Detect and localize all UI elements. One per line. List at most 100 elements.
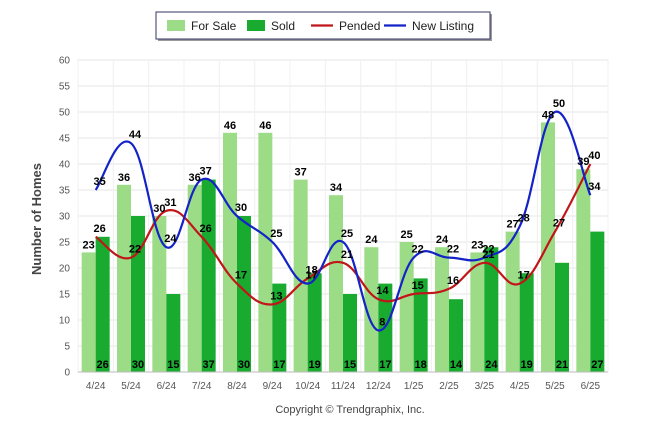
data-label-sold: 27 — [591, 359, 603, 371]
data-label-for-sale: 27 — [507, 219, 519, 231]
x-tick-label: 2/25 — [439, 381, 459, 392]
x-tick-label: 6/24 — [157, 381, 177, 392]
y-tick-label: 50 — [59, 108, 71, 119]
bar-sold — [343, 294, 357, 372]
data-label-new-listing: 22 — [412, 244, 424, 256]
bar-sold — [590, 231, 605, 372]
legend-label-sold: Sold — [271, 19, 295, 33]
bar-sold — [166, 294, 181, 372]
data-label-for-sale: 34 — [330, 182, 343, 194]
bar-for-sale — [117, 184, 131, 372]
bar-for-sale — [293, 179, 308, 372]
y-tick-label: 35 — [59, 186, 71, 197]
data-label-new-listing: 22 — [447, 244, 459, 256]
data-label-for-sale: 36 — [118, 172, 130, 184]
x-tick-label: 4/25 — [510, 381, 530, 392]
data-label-for-sale: 46 — [259, 120, 271, 132]
y-tick-label: 45 — [59, 134, 71, 145]
lines-layer — [94, 110, 592, 332]
data-label-for-sale: 23 — [471, 239, 483, 251]
data-label-sold: 26 — [97, 359, 109, 371]
bar-sold — [555, 262, 569, 372]
data-label-new-listing: 37 — [200, 166, 212, 178]
legend-swatch-sold — [247, 20, 265, 31]
data-label-for-sale: 36 — [189, 172, 201, 184]
bar-for-sale — [187, 184, 202, 372]
legend-label-new-listing: New Listing — [412, 19, 474, 33]
data-label-for-sale: 23 — [83, 239, 95, 251]
x-tick-label: 7/24 — [192, 381, 212, 392]
data-label-pended: 21 — [341, 249, 353, 261]
data-label-pended: 26 — [200, 223, 212, 235]
bar-for-sale — [258, 132, 273, 372]
bar-sold — [413, 278, 428, 372]
y-axis-label: Number of Homes — [29, 163, 44, 275]
data-label-new-listing: 25 — [270, 228, 282, 240]
bar-sold — [449, 299, 463, 372]
x-tick-label: 12/24 — [366, 381, 391, 392]
data-label-for-sale: 30 — [153, 203, 165, 215]
data-label-sold: 19 — [309, 359, 321, 371]
y-tick-label: 15 — [59, 290, 71, 301]
data-label-sold: 18 — [415, 359, 427, 371]
labels-layer: 2623303615303736304617461937153417241825… — [83, 98, 604, 371]
data-label-sold: 30 — [132, 359, 144, 371]
data-label-pended: 40 — [588, 150, 600, 162]
x-tick-label: 9/24 — [263, 381, 283, 392]
data-label-sold: 19 — [521, 359, 533, 371]
data-label-pended: 27 — [553, 218, 565, 230]
data-label-new-listing: 28 — [518, 212, 530, 224]
data-label-new-listing: 50 — [553, 98, 565, 110]
data-label-new-listing: 25 — [341, 228, 353, 240]
bar-for-sale — [152, 216, 167, 372]
data-label-pended: 16 — [447, 275, 459, 287]
y-tick-label: 40 — [59, 160, 71, 171]
x-tick-label: 1/25 — [404, 381, 424, 392]
x-tick-label: 4/24 — [86, 381, 106, 392]
data-label-pended: 14 — [376, 285, 389, 297]
y-tick-label: 20 — [59, 264, 71, 275]
data-label-pended: 15 — [412, 280, 424, 292]
y-tick-label: 55 — [59, 82, 71, 93]
bar-sold — [272, 283, 287, 372]
x-tick-label: 8/24 — [227, 381, 247, 392]
bar-for-sale — [223, 132, 237, 372]
bar-for-sale — [470, 252, 485, 372]
y-tick-label: 0 — [64, 368, 70, 379]
bar-sold — [131, 216, 145, 372]
data-label-new-listing: 24 — [164, 233, 177, 245]
bar-sold — [95, 236, 110, 372]
bar-sold — [307, 273, 322, 372]
line-new-listing — [94, 110, 592, 332]
data-label-for-sale: 24 — [436, 234, 449, 246]
bar-for-sale — [329, 195, 343, 372]
bar-for-sale — [576, 169, 591, 372]
bar-for-sale — [541, 122, 555, 373]
data-label-sold: 21 — [556, 359, 568, 371]
x-tick-label: 5/25 — [545, 381, 565, 392]
data-label-new-listing: 17 — [306, 270, 318, 282]
y-tick-label: 10 — [59, 316, 71, 327]
data-label-new-listing: 22 — [482, 244, 494, 256]
data-label-pended: 26 — [94, 223, 106, 235]
data-label-for-sale: 37 — [295, 167, 307, 179]
x-tick-label: 6/25 — [581, 381, 601, 392]
y-tick-label: 30 — [59, 212, 71, 223]
data-label-sold: 14 — [450, 359, 463, 371]
bar-sold — [201, 179, 216, 372]
copyright-footer: Copyright © Trendgraphix, Inc. — [275, 404, 424, 416]
y-tick-label: 60 — [59, 56, 71, 67]
data-label-sold: 17 — [273, 359, 285, 371]
data-label-pended: 17 — [518, 270, 530, 282]
y-tick-label: 5 — [64, 342, 70, 353]
bar-for-sale — [505, 231, 520, 372]
bar-sold — [519, 273, 534, 372]
data-label-sold: 37 — [203, 359, 215, 371]
data-label-new-listing: 35 — [94, 176, 106, 188]
bar-for-sale — [364, 247, 379, 372]
legend: For Sale Sold Pended New Listing — [155, 11, 492, 41]
data-label-pended: 21 — [482, 249, 494, 261]
data-label-pended: 31 — [164, 197, 176, 209]
